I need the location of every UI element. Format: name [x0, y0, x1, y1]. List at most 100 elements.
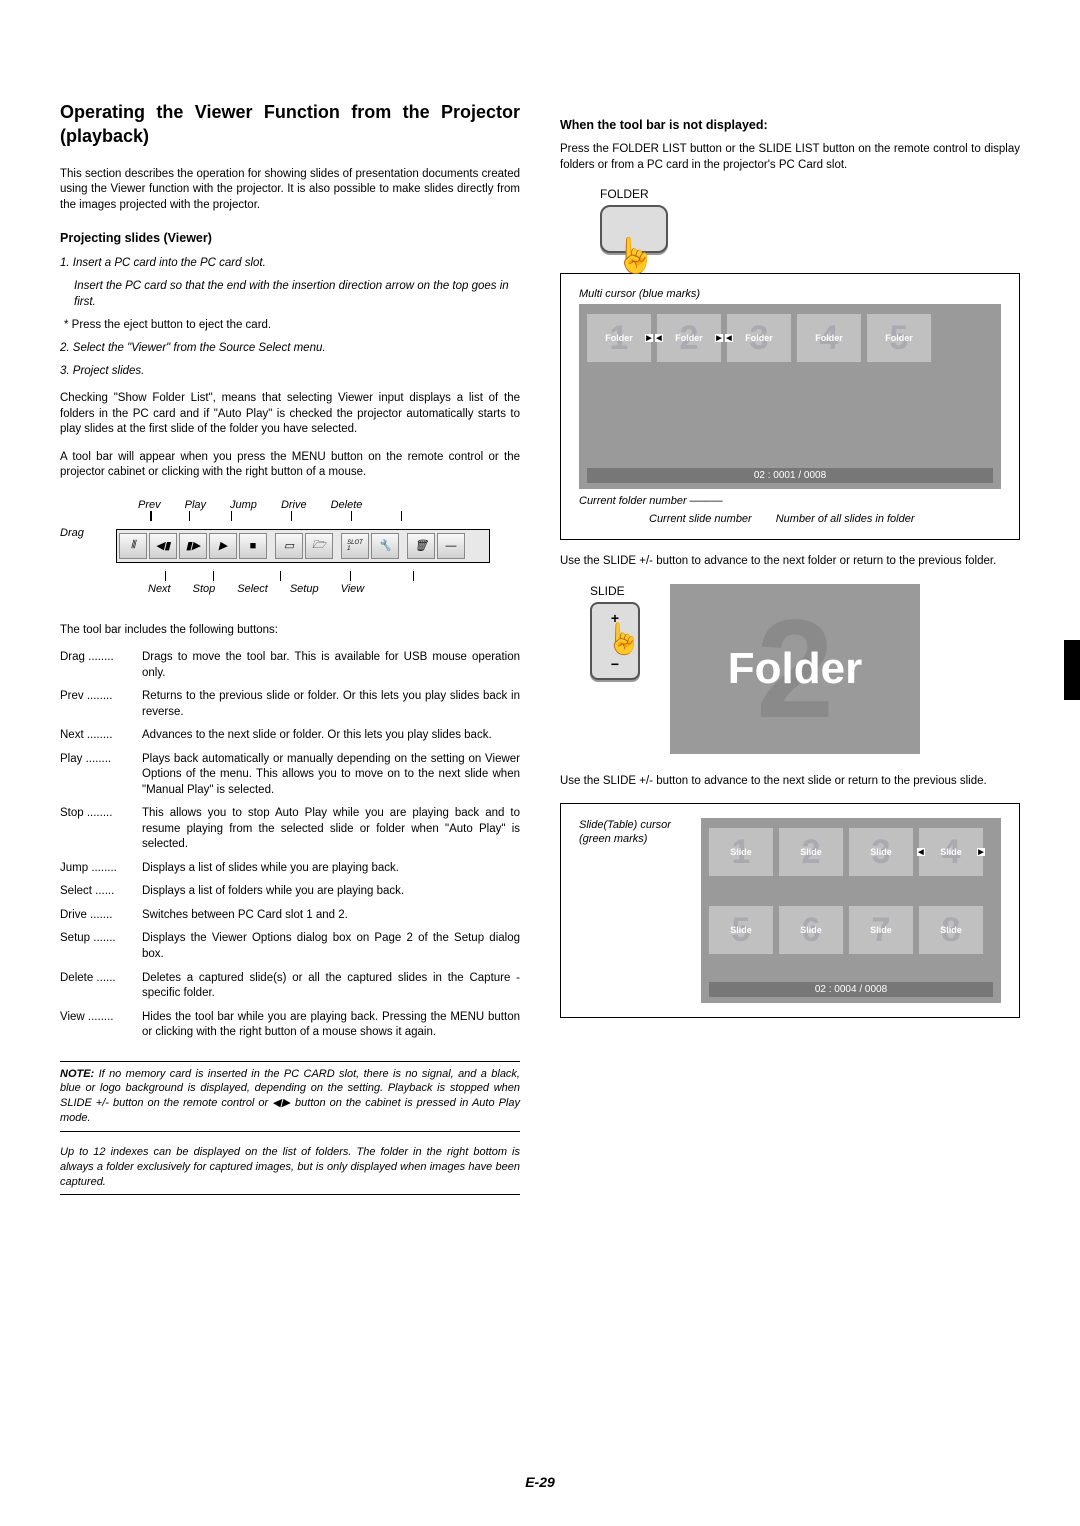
def-term: Play ........: [60, 752, 142, 799]
tb-delete-icon: 🗑: [407, 533, 435, 559]
anno-num-slides: Number of all slides in folder: [776, 513, 1001, 525]
tb-view-icon: —: [437, 533, 465, 559]
folder-status-bar: 02 : 0001 / 0008: [587, 468, 993, 483]
def-desc: Switches between PC Card slot 1 and 2.: [142, 908, 520, 924]
tb-drag-icon: ⦀: [119, 533, 147, 559]
slide-status-bar: 02 : 0004 / 0008: [709, 982, 993, 997]
def-desc: Displays a list of folders while you are…: [142, 884, 520, 900]
side-tab-marker: [1064, 640, 1080, 700]
thumb: 8Slide: [919, 906, 983, 954]
folder-key-icon: ☝: [600, 205, 668, 253]
def-desc: Displays the Viewer Options dialog box o…: [142, 931, 520, 962]
step3: 3. Project slides.: [60, 363, 520, 380]
def-desc: Advances to the next slide or folder. Or…: [142, 728, 520, 744]
note1-body: If no memory card is inserted in the PC …: [60, 1068, 520, 1125]
tb-jump-icon: ▭: [275, 533, 303, 559]
definitions-list: Drag ........Drags to move the tool bar.…: [60, 650, 520, 1040]
def-term: Prev ........: [60, 689, 142, 720]
thumb: 5Slide: [709, 906, 773, 954]
anno-multi-cursor: Multi cursor (blue marks): [579, 288, 1001, 300]
tb-prev-icon: ◀▮: [149, 533, 177, 559]
eject-note: * Press the eject button to eject the ca…: [60, 317, 520, 334]
note1: NOTE: If no memory card is inserted in t…: [60, 1061, 520, 1132]
right-p1: Press the FOLDER LIST button or the SLID…: [560, 142, 1020, 173]
tb-play-icon: ▶: [209, 533, 237, 559]
slide-key-icon: + − ☝: [590, 602, 640, 680]
def-term: View ........: [60, 1010, 142, 1041]
def-term: Delete ......: [60, 971, 142, 1002]
main-title: Operating the Viewer Function from the P…: [60, 100, 520, 149]
def-row: Select ......Displays a list of folders …: [60, 884, 520, 900]
def-row: Setup .......Displays the Viewer Options…: [60, 931, 520, 962]
right-h1: When the tool bar is not displayed:: [560, 118, 1020, 132]
big-folder-text: Folder: [728, 644, 862, 694]
def-term: Stop ........: [60, 806, 142, 853]
lbl-prev: Prev: [138, 499, 161, 511]
step1: 1. Insert a PC card into the PC card slo…: [60, 255, 520, 272]
tb-next-icon: ▮▶: [179, 533, 207, 559]
folder-button-diagram: FOLDER ☝: [600, 187, 1020, 253]
right-p2: Use the SLIDE +/- button to advance to t…: [560, 554, 1020, 570]
lbl-setup: Setup: [290, 583, 319, 595]
def-row: Drive .......Switches between PC Card sl…: [60, 908, 520, 924]
slide-button-diagram: SLIDE + − ☝: [590, 584, 640, 680]
def-term: Select ......: [60, 884, 142, 900]
para-show-folder: Checking "Show Folder List", means that …: [60, 391, 520, 438]
def-term: Next ........: [60, 728, 142, 744]
thumb: 4Slide◀▶: [919, 828, 983, 876]
intro-text: This section describes the operation for…: [60, 167, 520, 214]
lbl-drag: Drag: [60, 527, 84, 539]
thumb: 1Slide: [709, 828, 773, 876]
def-desc: Hides the tool bar while you are playing…: [142, 1010, 520, 1041]
lbl-view: View: [341, 583, 365, 595]
eject-text: Press the eject button to eject the card…: [72, 319, 271, 331]
tb-stop-icon: ■: [239, 533, 267, 559]
anno-slide-cursor: Slide(Table) cursor (green marks): [579, 818, 689, 847]
thumb: 1Folder▶: [587, 314, 651, 362]
big-folder-preview: 2 Folder: [670, 584, 920, 754]
note1-label: NOTE:: [60, 1068, 94, 1080]
page-number: E-29: [0, 1474, 1080, 1490]
lbl-play: Play: [185, 499, 206, 511]
thumb: 3Slide: [849, 828, 913, 876]
anno-current-folder: Current folder number ———: [579, 495, 1001, 507]
lbl-drive: Drive: [281, 499, 307, 511]
folder-grid: 1Folder▶2Folder◀▶3Folder◀4Folder5Folder: [587, 314, 993, 464]
def-desc: Displays a list of slides while you are …: [142, 861, 520, 877]
def-row: View ........Hides the tool bar while yo…: [60, 1010, 520, 1041]
hand-icon: ☝: [614, 239, 656, 273]
thumb: 2Slide: [779, 828, 843, 876]
thumb: 7Slide: [849, 906, 913, 954]
hand-icon: ☝: [605, 622, 642, 657]
right-p3: Use the SLIDE +/- button to advance to t…: [560, 774, 1020, 790]
def-row: Drag ........Drags to move the tool bar.…: [60, 650, 520, 681]
def-desc: This allows you to stop Auto Play while …: [142, 806, 520, 853]
def-row: Stop ........This allows you to stop Aut…: [60, 806, 520, 853]
def-term: Setup .......: [60, 931, 142, 962]
thumb: 6Slide: [779, 906, 843, 954]
thumb: 2Folder◀▶: [657, 314, 721, 362]
def-term: Jump ........: [60, 861, 142, 877]
thumb: 5Folder: [867, 314, 931, 362]
slide-label: SLIDE: [590, 584, 640, 598]
note2: Up to 12 indexes can be displayed on the…: [60, 1140, 520, 1196]
def-desc: Plays back automatically or manually dep…: [142, 752, 520, 799]
def-desc: Deletes a captured slide(s) or all the c…: [142, 971, 520, 1002]
def-row: Jump ........Displays a list of slides w…: [60, 861, 520, 877]
step1b: Insert the PC card so that the end with …: [60, 278, 520, 311]
def-row: Delete ......Deletes a captured slide(s)…: [60, 971, 520, 1002]
thumb: 4Folder: [797, 314, 861, 362]
folder-list-screen: Multi cursor (blue marks) 1Folder▶2Folde…: [560, 273, 1020, 540]
def-row: Prev ........Returns to the previous sli…: [60, 689, 520, 720]
def-row: Play ........Plays back automatically or…: [60, 752, 520, 799]
def-row: Next ........Advances to the next slide …: [60, 728, 520, 744]
slide-grid: 1Slide2Slide3Slide4Slide◀▶ 5Slide6Slide7S…: [709, 828, 993, 978]
tb-setup-icon: 🔧: [371, 533, 399, 559]
def-term: Drag ........: [60, 650, 142, 681]
tb-drive-icon: SLOT1: [341, 533, 369, 559]
anno-current-slide: Current slide number: [649, 513, 752, 525]
lbl-jump: Jump: [230, 499, 257, 511]
lbl-stop: Stop: [193, 583, 216, 595]
def-desc: Returns to the previous slide or folder.…: [142, 689, 520, 720]
tb-select-icon: 🗁: [305, 533, 333, 559]
